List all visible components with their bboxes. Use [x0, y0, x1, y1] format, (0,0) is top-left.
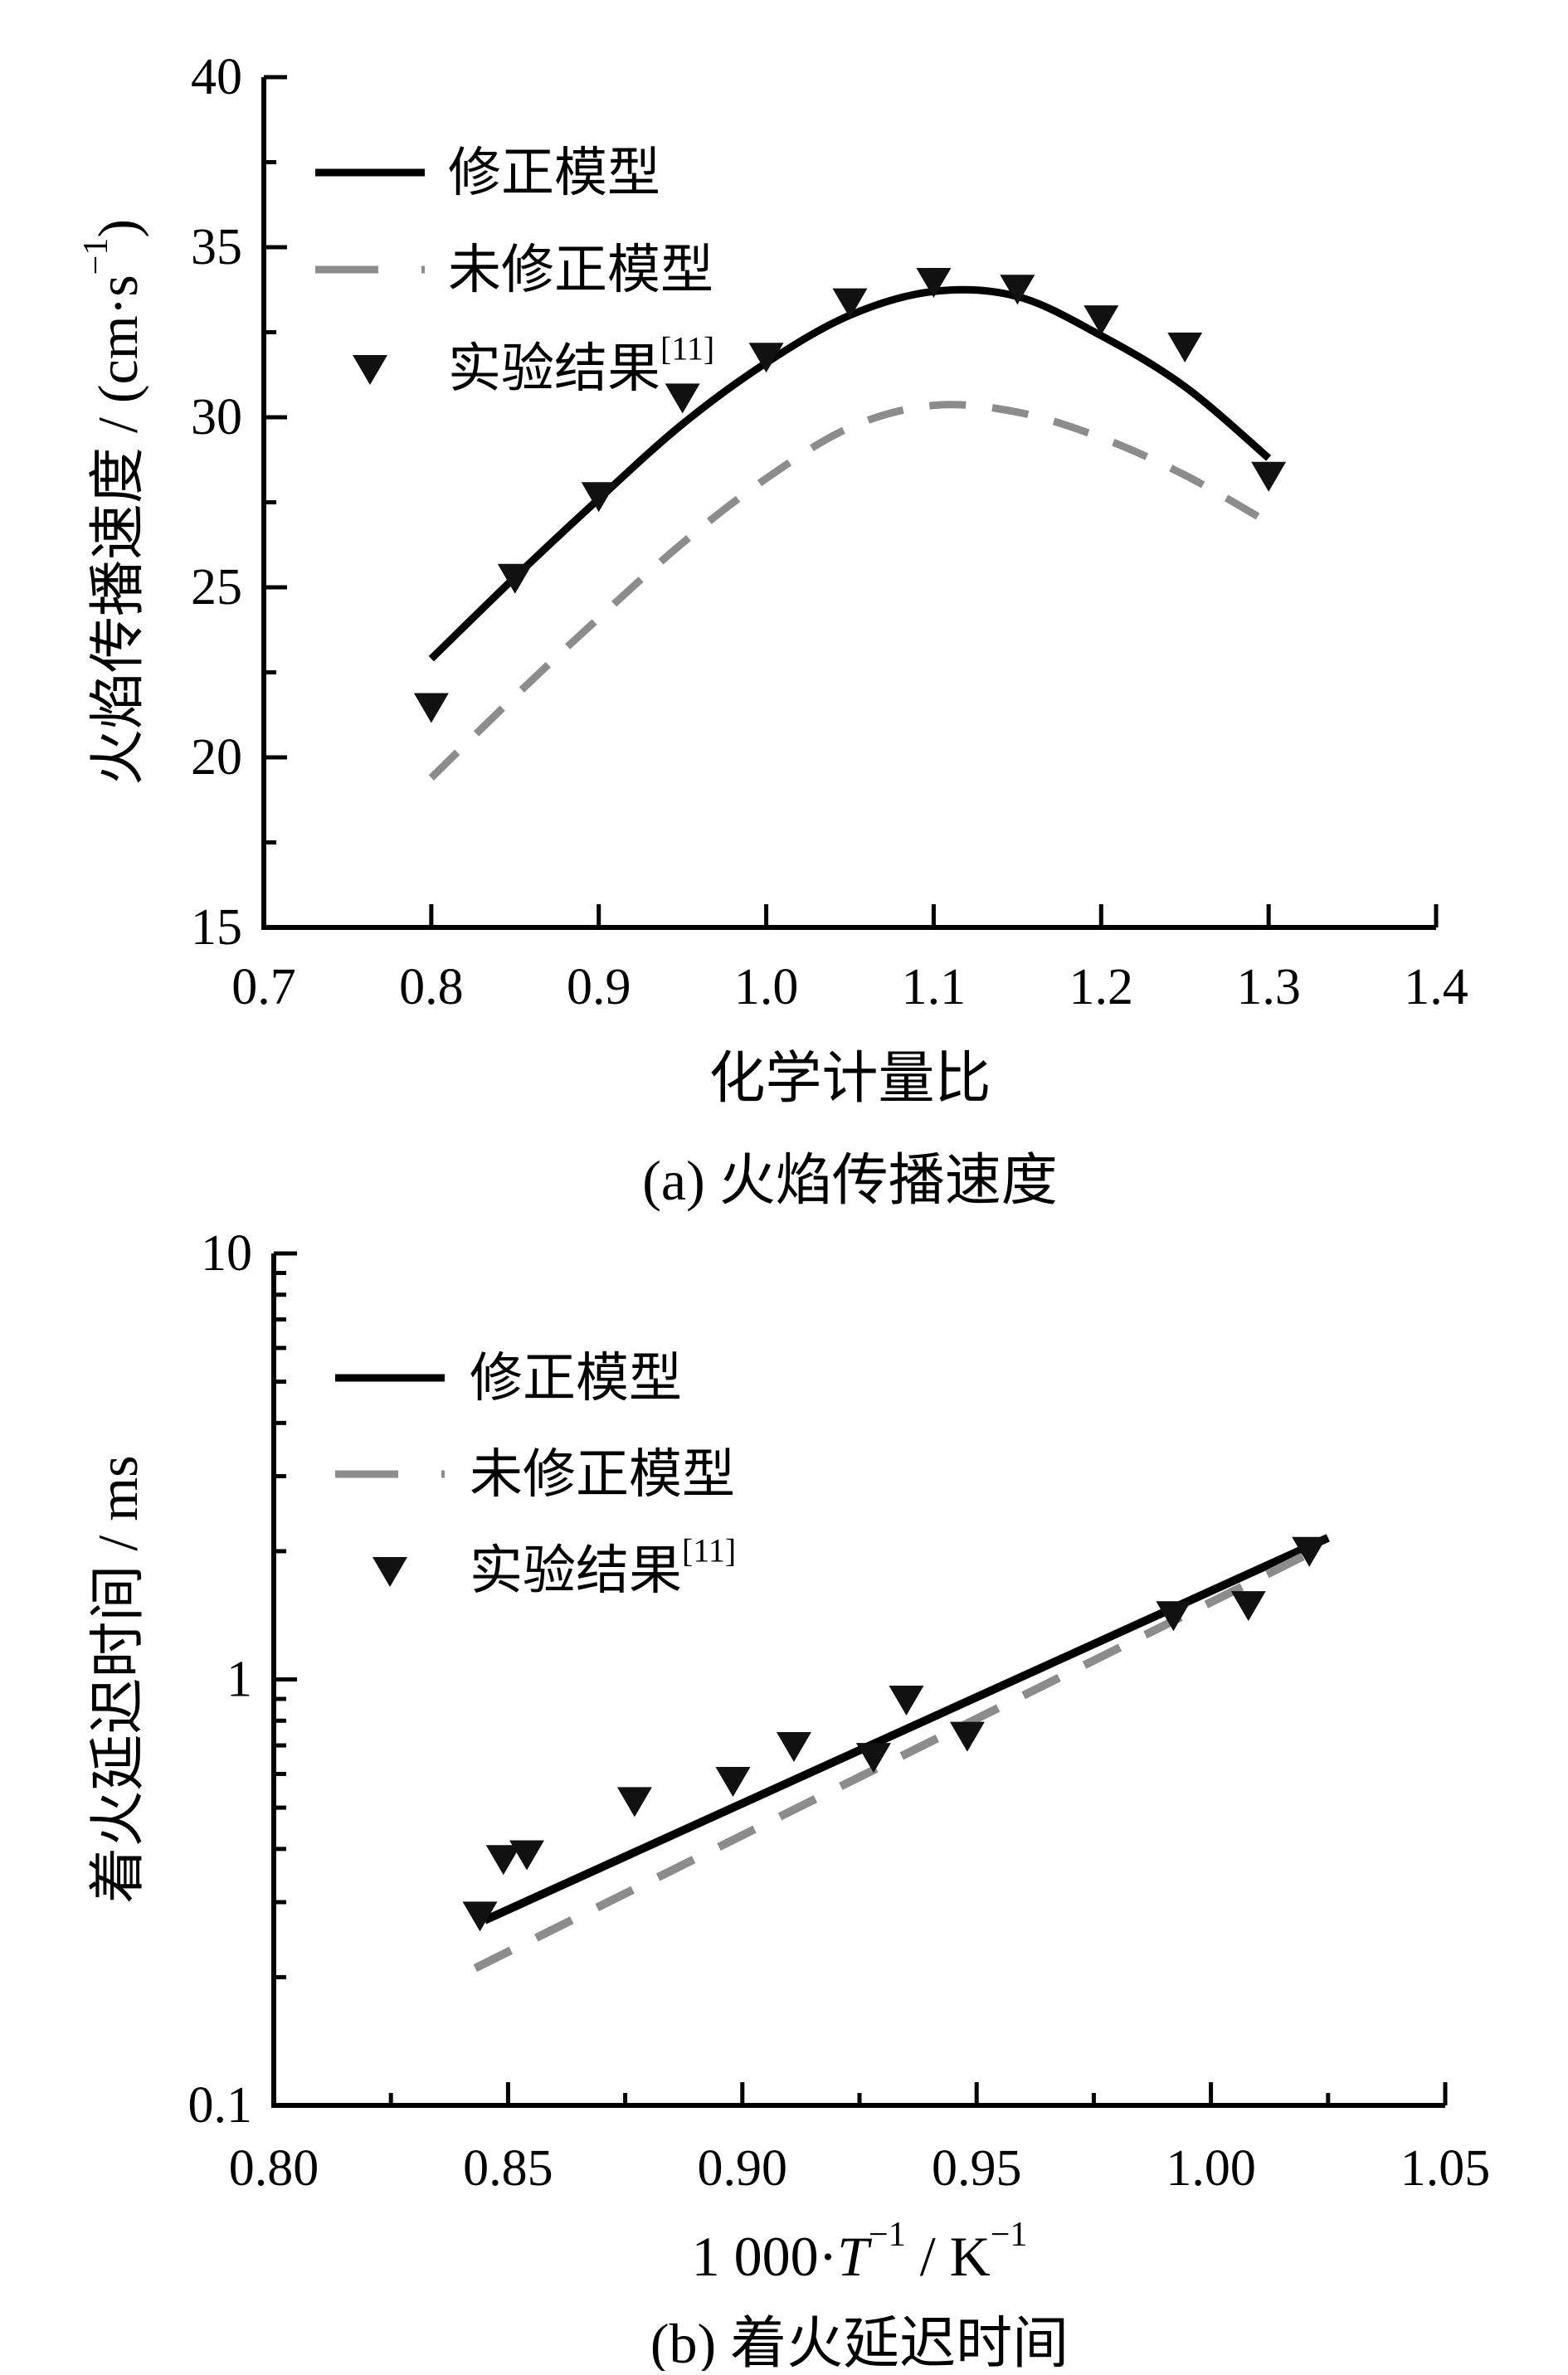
x-tick-label: 0.85: [463, 2140, 553, 2197]
x-tick-label: 1.0: [734, 959, 799, 1015]
y-tick-label: 10: [201, 1225, 252, 1282]
experiment-triangle-marker: [665, 383, 700, 414]
x-tick-label: 1.4: [1404, 959, 1468, 1015]
x-tick-label: 1.05: [1400, 2140, 1491, 2197]
x-tick-label: 1.2: [1069, 959, 1134, 1015]
y-tick-label: 1: [226, 1652, 252, 1708]
chart-a: 0.7 0.8 0.9 1.0 1.1 1.2 1.3 1.4 15 20 25 30 35 40 化学计量…: [77, 49, 1468, 1212]
experiment-triangle-marker: [832, 288, 868, 319]
experiment-triangle-marker: [497, 563, 533, 594]
x-tick-label: 0.90: [698, 2140, 788, 2197]
legend-item-label: 修正模型: [448, 144, 660, 202]
experiment-triangle-marker: [1000, 275, 1035, 305]
chart-a-series-modified-model: [428, 285, 1272, 662]
x-tick-label: 0.8: [399, 959, 464, 1015]
chart-b-axes: [271, 1253, 1445, 2108]
y-tick-label: 25: [191, 559, 242, 616]
chart-b-series-experiment: [462, 1536, 1327, 1932]
chart-a-ticks: [264, 75, 1439, 927]
legend-item-label: 实验结果[11]: [448, 329, 714, 397]
legend-item-label: 实验结果[11]: [470, 1531, 736, 1599]
y-tick-label: 0.1: [188, 2077, 253, 2134]
experiment-triangle-marker: [462, 1901, 498, 1932]
x-tick-label: 1.00: [1166, 2140, 1256, 2197]
chart-b: 0.80 0.85 0.90 0.95 1.00 1.05 0.1 1 10 1 000·T−1 …: [86, 1225, 1491, 2375]
chart-a-x-tick-labels: 0.7 0.8 0.9 1.0 1.1 1.2 1.3 1.4: [231, 959, 1468, 1015]
chart-a-y-tick-labels: 15 20 25 30 35 40: [191, 49, 242, 956]
x-tick-label: 0.9: [567, 959, 631, 1015]
y-tick-label: 40: [191, 49, 242, 105]
chart-a-axes: [261, 77, 1436, 930]
experiment-triangle-marker: [748, 343, 784, 373]
legend-triangle-sample: [353, 355, 387, 385]
chart-a-x-axis-title: 化学计量比: [709, 1047, 991, 1110]
x-tick-label: 1.1: [902, 959, 967, 1015]
x-tick-label: 0.80: [229, 2140, 319, 2197]
x-tick-label: 1.3: [1236, 959, 1301, 1015]
legend-item-label: 未修正模型: [448, 241, 713, 299]
chart-a-caption: (a) 火焰传播速度: [642, 1149, 1057, 1212]
experiment-triangle-marker: [776, 1732, 811, 1763]
experiment-triangle-marker: [889, 1685, 924, 1716]
chart-b-series-unmodified-model: [473, 1540, 1331, 1973]
experiment-triangle-marker: [509, 1840, 544, 1871]
chart-a-y-axis-title: 火焰传播速度 / (cm·s−1): [77, 219, 149, 786]
experiment-triangle-marker: [855, 1743, 891, 1774]
chart-b-y-tick-labels: 0.1 1 10: [188, 1225, 253, 2134]
chart-b-x-tick-labels: 0.80 0.85 0.90 0.95 1.00 1.05: [229, 2140, 1491, 2197]
experiment-triangle-marker: [581, 482, 616, 513]
x-tick-label: 0.7: [231, 959, 296, 1015]
y-tick-label: 15: [191, 899, 242, 956]
legend-triangle-sample: [373, 1557, 407, 1587]
experiment-triangle-marker: [485, 1845, 521, 1876]
chart-a-series-unmodified-model: [428, 401, 1271, 781]
y-tick-label: 35: [191, 219, 242, 275]
legend-item-label: 修正模型: [470, 1349, 682, 1408]
chart-b-x-axis-title: 1 000·T−1 / K−1: [692, 2216, 1028, 2288]
x-tick-label: 0.95: [932, 2140, 1022, 2197]
chart-b-caption: (b) 着火延迟时间: [650, 2312, 1069, 2371]
chart-b-ticks: [274, 1251, 1448, 2105]
experiment-triangle-marker: [1167, 332, 1203, 363]
experiment-triangle-marker: [715, 1766, 751, 1797]
experiment-triangle-marker: [1230, 1591, 1266, 1622]
experiment-triangle-marker: [1156, 1601, 1191, 1632]
legend-item-label: 未修正模型: [470, 1445, 735, 1504]
experiment-triangle-marker: [1251, 461, 1287, 492]
experiment-triangle-marker: [916, 268, 952, 298]
experiment-triangle-marker: [616, 1787, 652, 1818]
experiment-triangle-marker: [1083, 305, 1119, 336]
y-tick-label: 20: [191, 729, 242, 786]
chart-b-y-axis-title: 着火延迟时间 / ms: [86, 1455, 149, 1903]
experiment-triangle-marker: [413, 693, 449, 723]
chart-a-series-experiment: [413, 268, 1287, 723]
experiment-triangle-marker: [1292, 1536, 1327, 1567]
experiment-triangle-marker: [949, 1721, 985, 1752]
y-tick-label: 30: [191, 389, 242, 445]
